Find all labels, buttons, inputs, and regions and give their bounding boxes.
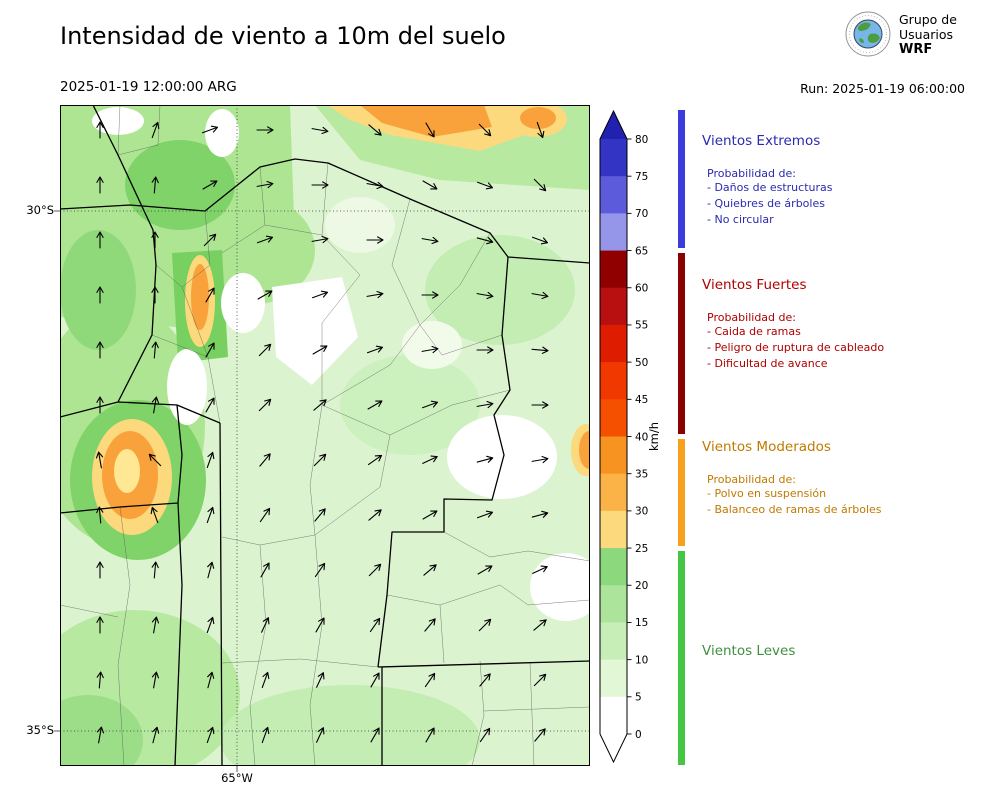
legend-section-title: Vientos Leves (702, 643, 795, 659)
colorbar: 80757065605550454035302520151050km/h (598, 105, 678, 777)
legend-item: - Daños de estructuras (707, 180, 833, 196)
colorbar-segment (600, 622, 627, 660)
globe-icon (845, 11, 891, 57)
colorbar-segment (600, 474, 627, 512)
colorbar-segment (600, 660, 627, 698)
colorbar-segment (600, 176, 627, 214)
colorbar-segment (600, 362, 627, 400)
lat-tick-label: 35°S (14, 723, 54, 737)
legend-strip-segment (678, 253, 685, 434)
colorbar-tick-label: 70 (635, 208, 648, 220)
legend-item: - No circular (707, 212, 833, 228)
colorbar-unit-label: km/h (647, 422, 661, 451)
colorbar-tick-label: 20 (635, 580, 648, 592)
colorbar-segment (600, 139, 627, 177)
wrf-users-logo: Grupo de Usuarios WRF (845, 11, 957, 57)
legend-item: - Dificultad de avance (707, 356, 884, 372)
colorbar-segment (600, 697, 627, 735)
legend-section: Vientos Moderados Probabilidad de:- Polvo… (702, 439, 882, 518)
colorbar-segment (600, 251, 627, 289)
colorbar-segment (600, 437, 627, 475)
terrain-shading (30, 101, 602, 795)
legend-item: - Quiebres de árboles (707, 196, 833, 212)
legend-section-title: Vientos Extremos (702, 133, 833, 149)
colorbar-tick-label: 15 (635, 617, 648, 629)
colorbar-segment (600, 585, 627, 623)
colorbar-extend-under (600, 734, 627, 762)
legend-section-intro: Probabilidad de: (707, 167, 833, 180)
colorbar-tick-label: 80 (635, 134, 648, 146)
legend-section: Vientos Leves (702, 643, 795, 659)
colorbar-tick-label: 0 (635, 729, 642, 741)
logo-line-2: Usuarios (899, 27, 957, 42)
colorbar-tick-label: 35 (635, 468, 648, 480)
legend-section-title: Vientos Moderados (702, 439, 882, 455)
colorbar-extend-over (600, 111, 627, 139)
colorbar-segment (600, 325, 627, 363)
legend-section-title: Vientos Fuertes (702, 277, 884, 293)
colorbar-tick-label: 5 (635, 692, 642, 704)
colorbar-tick-label: 55 (635, 320, 648, 332)
page-title: Intensidad de viento a 10m del suelo (60, 22, 506, 50)
legend-item: - Polvo en suspensión (707, 486, 882, 502)
legend-section: Vientos Fuertes Probabilidad de:- Caida d… (702, 277, 884, 372)
colorbar-segment (600, 213, 627, 251)
logo-line-3: WRF (899, 42, 957, 57)
run-datetime: Run: 2025-01-19 06:00:00 (760, 81, 965, 96)
colorbar-tick-label: 50 (635, 357, 648, 369)
legend-color-strip (678, 105, 685, 767)
logo-line-1: Grupo de (899, 12, 957, 27)
colorbar-tick-label: 65 (635, 245, 648, 257)
colorbar-tick-label: 45 (635, 394, 648, 406)
lon-tick-label: 65°W (207, 771, 267, 785)
colorbar-tick-label: 75 (635, 171, 648, 183)
colorbar-segment (600, 511, 627, 549)
legend-section-intro: Probabilidad de: (707, 473, 882, 486)
legend-item: - Balanceo de ramas de árboles (707, 502, 882, 518)
legend: Vientos ExtremosProbabilidad de:- Daños … (702, 105, 998, 777)
legend-strip-segment (678, 110, 685, 248)
legend-section: Vientos Extremos Probabilidad de:- Daños … (702, 133, 833, 228)
colorbar-segment (600, 548, 627, 586)
colorbar-tick-label: 25 (635, 543, 648, 555)
legend-section-intro: Probabilidad de: (707, 311, 884, 324)
colorbar-segment (600, 399, 627, 437)
valid-datetime: 2025-01-19 12:00:00 ARG (60, 79, 237, 95)
legend-item: - Caida de ramas (707, 324, 884, 340)
lat-tick-label: 30°S (14, 203, 54, 217)
wind-map (60, 105, 590, 766)
legend-strip-segment (678, 551, 685, 765)
colorbar-tick-label: 60 (635, 283, 648, 295)
colorbar-tick-label: 30 (635, 506, 648, 518)
legend-item: - Peligro de ruptura de cableado (707, 340, 884, 356)
colorbar-tick-label: 10 (635, 654, 648, 666)
colorbar-segment (600, 288, 627, 326)
legend-strip-segment (678, 439, 685, 546)
